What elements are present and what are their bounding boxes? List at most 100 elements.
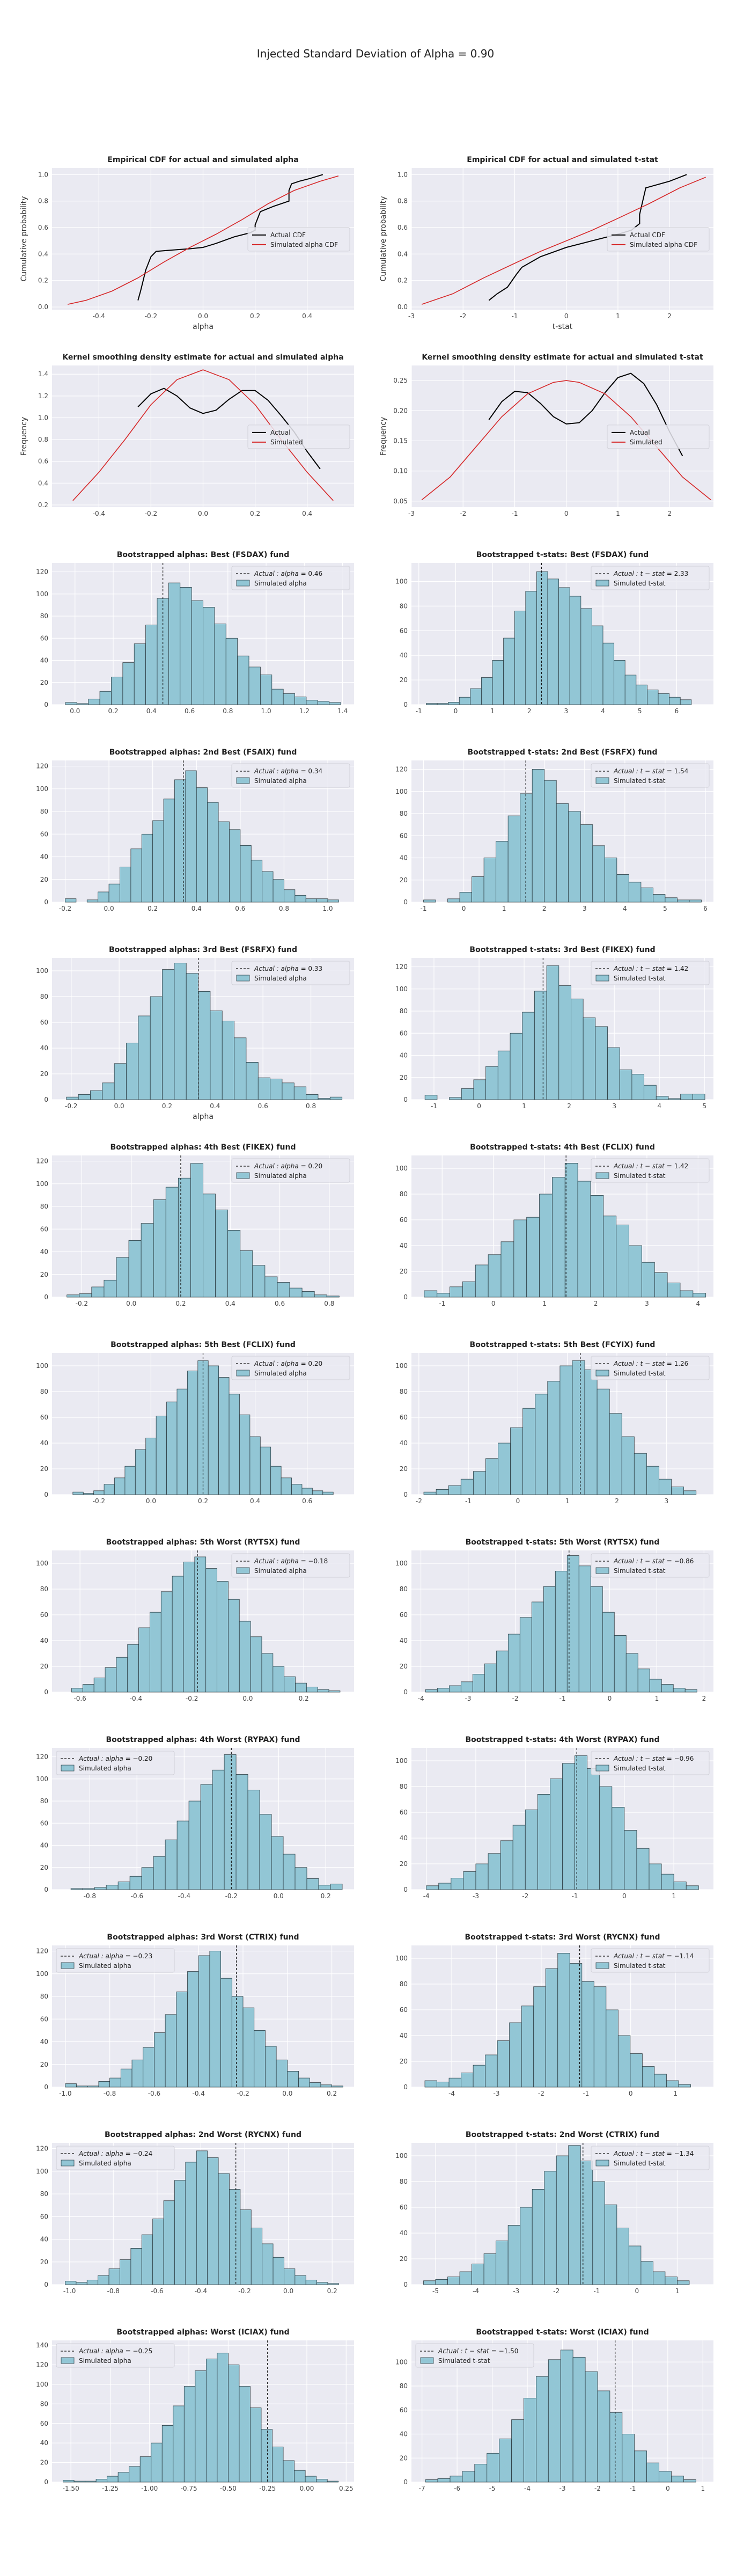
chart-15: Bootstrapped alphas: 5th Worst (RYTSX) f… bbox=[36, 1538, 354, 1702]
series-line-actual bbox=[137, 174, 323, 301]
x-tick-label: 1 bbox=[672, 1892, 676, 1900]
hist-bar bbox=[220, 1978, 232, 2088]
hist-bar bbox=[174, 2180, 186, 2285]
x-tick-label: -1 bbox=[629, 2485, 636, 2492]
subplot-23: Bootstrapped alphas: Worst (ICIAX) fund -… bbox=[19, 2325, 359, 2508]
legend-patch-marker bbox=[595, 2160, 609, 2167]
hist-bar bbox=[191, 600, 203, 705]
chart-24: Bootstrapped t-stats: Worst (ICIAX) fund… bbox=[395, 2328, 713, 2492]
hist-bar bbox=[578, 1565, 591, 1693]
hist-bar bbox=[259, 1814, 272, 1890]
hist-bar bbox=[200, 1784, 213, 1890]
subplot-16: Bootstrapped t-stats: 5th Worst (RYTSX) … bbox=[378, 1535, 719, 1718]
hist-bar bbox=[122, 662, 135, 705]
y-tick-label: 20 bbox=[400, 1074, 408, 1081]
chart-title: Bootstrapped alphas: 2nd Best (FSAIX) fu… bbox=[109, 748, 297, 757]
hist-bar bbox=[152, 820, 164, 903]
hist-bar bbox=[510, 1033, 523, 1100]
hist-bar bbox=[536, 571, 548, 705]
y-tick-label: 0.10 bbox=[393, 467, 408, 475]
hist-bar bbox=[661, 1874, 674, 1890]
x-tick-label: 0.4 bbox=[250, 1497, 260, 1505]
hist-bar bbox=[224, 1754, 237, 1890]
hist-bar bbox=[619, 1069, 632, 1100]
hist-bar bbox=[557, 1953, 570, 2088]
hist-bar bbox=[484, 1663, 497, 1693]
subplot-22: Bootstrapped t-stats: 2nd Worst (CTRIX) … bbox=[378, 2128, 719, 2310]
legend: Actual : t − stat = −1.14 Simulated t-sta… bbox=[591, 1948, 710, 1973]
legend-simulated-label: Simulated alpha bbox=[254, 1370, 307, 1377]
chart-title: Empirical CDF for actual and simulated t… bbox=[467, 156, 658, 164]
x-tick-label: 2 bbox=[542, 905, 547, 912]
hist-bar bbox=[536, 2376, 549, 2483]
hist-bar bbox=[247, 1789, 260, 1890]
hist-bar bbox=[552, 1177, 565, 1298]
chart-2: Empirical CDF for actual and simulated t… bbox=[379, 156, 713, 331]
chart-9: Bootstrapped alphas: 3rd Best (FSRFX) fu… bbox=[36, 946, 354, 1121]
hist-bar bbox=[283, 2460, 294, 2483]
subplot-9: Bootstrapped alphas: 3rd Best (FSRFX) fu… bbox=[19, 943, 359, 1125]
x-tick-label: -2 bbox=[553, 2287, 559, 2295]
hist-bar bbox=[634, 1453, 647, 1495]
x-tick-label: -0.25 bbox=[259, 2485, 276, 2492]
hist-bar bbox=[114, 1063, 127, 1100]
subplot-10: Bootstrapped t-stats: 3rd Best (FIKEX) f… bbox=[378, 943, 719, 1125]
hist-bar bbox=[314, 1294, 327, 1298]
hist-bar bbox=[525, 1809, 538, 1890]
y-tick-label: 0.2 bbox=[38, 501, 48, 509]
hist-bar bbox=[522, 1408, 536, 1495]
y-tick-label: 80 bbox=[40, 2400, 48, 2407]
hist-bar bbox=[195, 2370, 207, 2483]
x-tick-label: -0.2 bbox=[225, 1892, 238, 1900]
hist-bar bbox=[287, 2071, 299, 2088]
hist-bar bbox=[90, 1090, 103, 1100]
hist-bar bbox=[539, 1194, 553, 1298]
hist-bar bbox=[270, 1079, 283, 1100]
y-tick-label: 0.25 bbox=[393, 377, 408, 384]
hist-bar bbox=[624, 1830, 637, 1890]
histogram-bars bbox=[65, 770, 339, 903]
gridlines bbox=[52, 365, 354, 507]
y-tick-label: 40 bbox=[40, 2038, 48, 2046]
y-tick-label: 100 bbox=[36, 1180, 48, 1188]
hist-bar bbox=[104, 1484, 115, 1495]
hist-bar bbox=[459, 892, 473, 903]
hist-bar bbox=[614, 660, 625, 705]
hist-bar bbox=[451, 1877, 464, 1890]
chart-17: Bootstrapped alphas: 4th Worst (RYPAX) f… bbox=[36, 1736, 354, 1900]
hist-bar bbox=[166, 1401, 178, 1495]
legend-actual-label: Actual : t − stat = 1.42 bbox=[613, 965, 688, 972]
hist-bar bbox=[327, 899, 339, 903]
hist-bar bbox=[568, 2145, 581, 2285]
hist-bar bbox=[546, 965, 559, 1100]
histogram-bars bbox=[424, 1163, 706, 1298]
legend: Actual : t − stat = −0.86 Simulated t-sta… bbox=[591, 1553, 710, 1578]
y-axis-label: Frequency bbox=[20, 417, 28, 456]
hist-bar bbox=[463, 1871, 476, 1890]
hist-bar bbox=[154, 2032, 166, 2088]
hist-bar bbox=[305, 2280, 318, 2285]
y-tick-label: 0.2 bbox=[397, 277, 408, 284]
y-tick-label: 20 bbox=[40, 679, 48, 686]
y-tick-label: 0 bbox=[403, 701, 408, 708]
hist-bar bbox=[173, 2405, 185, 2483]
hist-bar bbox=[261, 2429, 273, 2483]
x-tick-label: 0.2 bbox=[327, 2090, 337, 2097]
y-tick-label: 40 bbox=[40, 1637, 48, 1644]
y-tick-label: 60 bbox=[400, 1809, 408, 1816]
hist-bar bbox=[667, 1283, 681, 1298]
y-tick-label: 20 bbox=[400, 1663, 408, 1670]
y-tick-label: 80 bbox=[40, 2190, 48, 2198]
hist-bar bbox=[198, 1955, 210, 2088]
hist-bar bbox=[507, 2225, 521, 2285]
legend-simulated-label: Simulated alpha bbox=[254, 1172, 307, 1180]
x-tick-label: 2 bbox=[594, 1300, 598, 1307]
x-tick-label: -0.2 bbox=[65, 1102, 77, 1110]
legend-simulated-label: Simulated t-stat bbox=[614, 1370, 666, 1377]
hist-bar bbox=[312, 1490, 323, 1495]
hist-bar bbox=[531, 1601, 544, 1693]
x-tick-label: 5 bbox=[638, 707, 642, 715]
hist-bar bbox=[637, 1668, 650, 1693]
hist-bar bbox=[320, 2084, 333, 2088]
legend-patch-marker bbox=[61, 2160, 75, 2167]
